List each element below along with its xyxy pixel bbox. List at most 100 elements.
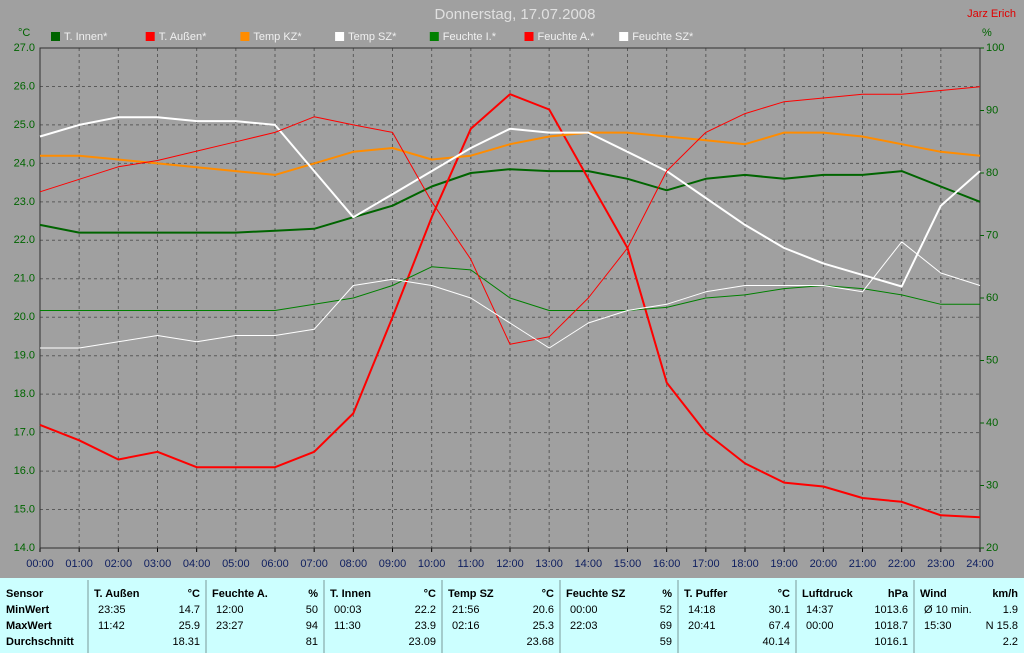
x-tick-label: 02:00 bbox=[105, 558, 133, 570]
stat-time: 12:00 bbox=[216, 604, 244, 616]
stat-time: 02:16 bbox=[452, 620, 480, 632]
y2-tick-label: 20 bbox=[986, 542, 998, 554]
x-tick-label: 17:00 bbox=[692, 558, 720, 570]
x-tick-label: 13:00 bbox=[535, 558, 563, 570]
y2-tick-label: 60 bbox=[986, 292, 998, 304]
stat-value: 94 bbox=[306, 620, 318, 632]
y-tick-label: 15.0 bbox=[14, 503, 35, 515]
group-name: T. Puffer bbox=[684, 588, 728, 600]
y2-tick-label: 40 bbox=[986, 417, 998, 429]
x-tick-label: 23:00 bbox=[927, 558, 955, 570]
stat-time: 11:30 bbox=[334, 620, 361, 632]
legend-swatch bbox=[145, 32, 155, 41]
group-name: Feuchte A. bbox=[212, 588, 268, 600]
group-unit: km/h bbox=[992, 588, 1018, 600]
group-name: T. Innen bbox=[330, 588, 371, 600]
row-label: MaxWert bbox=[6, 620, 52, 632]
stat-time: 11:42 bbox=[98, 620, 125, 632]
legend-label: T. Außen* bbox=[159, 31, 207, 43]
x-tick-label: 11:00 bbox=[457, 558, 484, 570]
y2-tick-label: 90 bbox=[986, 104, 998, 116]
group-name: T. Außen bbox=[94, 588, 140, 600]
stat-average: 59 bbox=[660, 636, 672, 648]
series-line bbox=[39, 86, 981, 345]
plot-frame bbox=[39, 47, 981, 549]
legend-label: T. Innen* bbox=[64, 31, 108, 43]
stat-value: 20.6 bbox=[533, 604, 554, 616]
x-tick-label: 00:00 bbox=[26, 558, 54, 570]
x-tick-label: 18:00 bbox=[731, 558, 759, 570]
x-tick-label: 08:00 bbox=[340, 558, 368, 570]
group-unit: % bbox=[662, 588, 672, 600]
x-tick-label: 07:00 bbox=[300, 558, 328, 570]
y2-tick-label: 70 bbox=[986, 229, 998, 241]
stat-value: 23.9 bbox=[415, 620, 436, 632]
x-tick-label: 24:00 bbox=[966, 558, 994, 570]
group-unit: °C bbox=[424, 588, 436, 600]
y-tick-label: 27.0 bbox=[14, 42, 35, 54]
stat-average: 40.14 bbox=[762, 636, 790, 648]
legend-swatch bbox=[429, 32, 439, 41]
group-unit: % bbox=[308, 588, 318, 600]
stat-time: 21:56 bbox=[452, 604, 480, 616]
stat-time: 00:03 bbox=[334, 604, 362, 616]
y-tick-label: 23.0 bbox=[14, 196, 35, 208]
chart-background bbox=[0, 0, 1024, 578]
author: Jarz Erich bbox=[967, 8, 1016, 20]
y-tick-label: 16.0 bbox=[14, 465, 35, 477]
stat-value: 25.3 bbox=[533, 620, 554, 632]
series-line bbox=[39, 93, 981, 519]
series-line bbox=[39, 168, 981, 234]
chart-title: Donnerstag, 17.07.2008 bbox=[435, 6, 596, 23]
stat-time: 15:30 bbox=[924, 620, 952, 632]
y2-tick-label: 80 bbox=[986, 167, 998, 179]
stat-time: 14:37 bbox=[806, 604, 834, 616]
x-tick-label: 03:00 bbox=[144, 558, 172, 570]
stats-background bbox=[0, 578, 1024, 653]
x-tick-label: 16:00 bbox=[653, 558, 681, 570]
y-tick-label: 25.0 bbox=[14, 119, 35, 131]
group-unit: °C bbox=[542, 588, 554, 600]
stat-value: 69 bbox=[660, 620, 672, 632]
x-tick-label: 01:00 bbox=[65, 558, 93, 570]
stat-average: 1016.1 bbox=[874, 636, 908, 648]
y-tick-label: 14.0 bbox=[14, 542, 35, 554]
stat-time: 20:41 bbox=[688, 620, 716, 632]
stat-time: 00:00 bbox=[806, 620, 834, 632]
row-label: Durchschnitt bbox=[6, 636, 74, 648]
legend-swatch bbox=[335, 32, 345, 41]
stat-average: 23.09 bbox=[408, 636, 436, 648]
series-line bbox=[40, 131, 981, 176]
group-unit: hPa bbox=[888, 588, 909, 600]
y-tick-label: 18.0 bbox=[14, 388, 35, 400]
stat-time: 23:35 bbox=[98, 604, 126, 616]
group-unit: °C bbox=[188, 588, 200, 600]
series-line bbox=[40, 241, 981, 349]
stat-value: 52 bbox=[660, 604, 672, 616]
y-tick-label: 19.0 bbox=[14, 350, 35, 362]
x-tick-label: 20:00 bbox=[810, 558, 838, 570]
group-name: Temp SZ bbox=[448, 588, 494, 600]
stat-average: 18.31 bbox=[172, 636, 200, 648]
legend-swatch bbox=[51, 32, 60, 41]
legend-label: Temp SZ* bbox=[348, 31, 397, 43]
x-tick-label: 15:00 bbox=[614, 558, 642, 570]
stat-time: 00:00 bbox=[570, 604, 598, 616]
stat-value: 30.1 bbox=[769, 604, 790, 616]
y2-tick-label: 100 bbox=[986, 42, 1004, 54]
stat-value: 14.7 bbox=[179, 604, 200, 616]
stat-value: 67.4 bbox=[769, 620, 790, 632]
legend-label: Feuchte I.* bbox=[443, 31, 497, 43]
stat-value: 1.9 bbox=[1003, 604, 1018, 616]
x-tick-label: 09:00 bbox=[379, 558, 407, 570]
legend-swatch bbox=[240, 32, 250, 41]
y2-axis-label: % bbox=[982, 27, 992, 39]
y2-tick-label: 30 bbox=[986, 479, 998, 491]
x-tick-label: 06:00 bbox=[261, 558, 289, 570]
stat-value: 22.2 bbox=[415, 604, 436, 616]
legend-swatch bbox=[619, 32, 629, 41]
y-axis-label: °C bbox=[18, 27, 30, 39]
group-name: Wind bbox=[920, 588, 947, 600]
stat-average: 23.68 bbox=[526, 636, 554, 648]
group-name: Feuchte SZ bbox=[566, 588, 626, 600]
